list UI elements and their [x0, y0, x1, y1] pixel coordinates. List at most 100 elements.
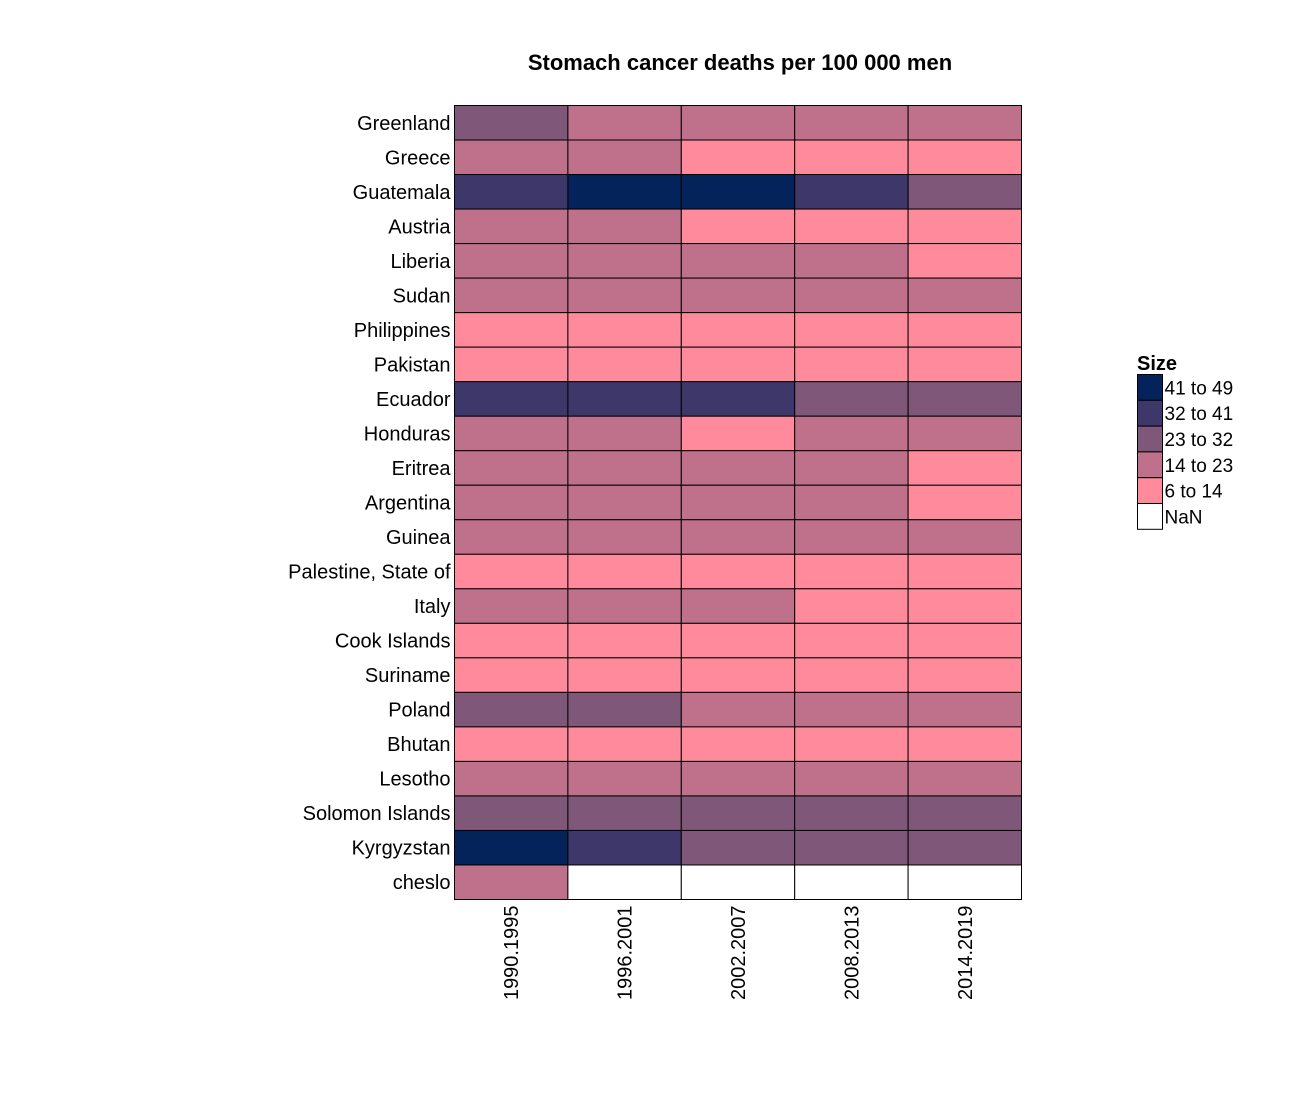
heatmap-cell — [567, 174, 682, 210]
heatmap-cell — [454, 208, 569, 245]
row-label: Suriname — [365, 665, 451, 687]
heatmap-cell — [680, 105, 796, 141]
heatmap-cell — [680, 139, 796, 176]
heatmap-cell — [454, 519, 569, 555]
legend-swatch — [1137, 374, 1163, 401]
heatmap-cell — [794, 243, 909, 279]
heatmap-cell — [680, 691, 796, 728]
heatmap-cell — [567, 277, 682, 314]
heatmap-cell — [567, 346, 682, 383]
legend-swatch — [1137, 399, 1163, 427]
heatmap-cell — [567, 415, 682, 452]
column-label: 2014.2019 — [955, 906, 977, 1001]
row-label: Eritrea — [392, 458, 452, 480]
heatmap-cell — [567, 657, 682, 693]
heatmap-cell — [680, 553, 796, 590]
row-label: Lesotho — [379, 769, 450, 791]
heatmap-cell — [454, 691, 569, 728]
heatmap-cell — [907, 139, 1022, 176]
row-label: Solomon Islands — [303, 803, 451, 825]
heatmap-cell — [567, 450, 682, 486]
heatmap-cell — [907, 208, 1022, 245]
heatmap-cell — [907, 346, 1022, 383]
heatmap-cell — [680, 381, 796, 417]
heatmap-cell — [567, 519, 682, 555]
heatmap-cell — [567, 208, 682, 245]
heatmap-cell — [567, 622, 682, 659]
heatmap-cell — [454, 657, 569, 693]
row-label: cheslo — [393, 872, 451, 894]
heatmap-cell — [454, 139, 569, 176]
heatmap-cell — [680, 519, 796, 555]
heatmap-cell — [794, 657, 909, 693]
row-label: Honduras — [364, 423, 451, 445]
row-label: Guinea — [386, 527, 451, 549]
row-label: Philippines — [354, 320, 451, 342]
heatmap-cell — [680, 243, 796, 279]
legend-label: NaN — [1165, 507, 1203, 528]
heatmap-cell — [680, 657, 796, 693]
heatmap-cell — [454, 277, 569, 314]
heatmap-cell — [907, 484, 1022, 521]
heatmap-cell — [794, 726, 909, 762]
row-label: Ecuador — [376, 389, 451, 411]
row-labels: Greenland Greece Guatemala Austria Liberia Su… — [288, 113, 451, 894]
legend-swatch — [1137, 503, 1163, 530]
row-label: Liberia — [390, 251, 451, 273]
heatmap-cell — [907, 691, 1022, 728]
row-label: Italy — [414, 596, 451, 618]
heatmap-cell — [907, 243, 1022, 279]
heatmap-cell — [454, 105, 569, 141]
heatmap-cell — [454, 829, 569, 866]
heatmap-cell — [454, 415, 569, 452]
column-label: 2008.2013 — [841, 906, 863, 1001]
heatmap-cell — [794, 622, 909, 659]
heatmap-cell — [567, 795, 682, 831]
heatmap-cell — [907, 726, 1022, 762]
heatmap-cell — [794, 760, 909, 797]
row-label: Argentina — [365, 493, 451, 515]
row-label: Greece — [385, 147, 451, 169]
heatmap-cell — [454, 795, 569, 831]
heatmap-cell — [454, 312, 569, 348]
heatmap-cell — [907, 829, 1022, 866]
heatmap-cell — [454, 553, 569, 590]
heatmap-cell — [454, 760, 569, 797]
heatmap-cell — [567, 829, 682, 866]
legend-label: 6 to 14 — [1165, 482, 1224, 503]
legend-label: 41 to 49 — [1165, 378, 1234, 399]
column-label: 1990.1995 — [501, 906, 523, 1001]
heatmap-cell — [680, 795, 796, 831]
heatmap-cell — [794, 588, 909, 624]
row-label: Pakistan — [374, 354, 451, 376]
heatmap-cell — [907, 277, 1022, 314]
heatmap-cells — [454, 105, 1022, 901]
heatmap-cell — [907, 105, 1022, 141]
heatmap-cell — [794, 346, 909, 383]
heatmap-cell — [907, 760, 1022, 797]
heatmap-cell — [680, 726, 796, 762]
legend: Size 41 to 49 32 to 41 23 to 32 14 to 23 6 t… — [1137, 353, 1234, 530]
heatmap-cell — [907, 795, 1022, 831]
heatmap-cell — [680, 588, 796, 624]
heatmap-cell — [680, 622, 796, 659]
heatmap-cell — [454, 174, 569, 210]
heatmap-cell — [907, 622, 1022, 659]
legend-label: 32 to 41 — [1165, 404, 1234, 425]
heatmap-cell — [794, 312, 909, 348]
heatmap-cell — [567, 243, 682, 279]
column-label: 1996.2001 — [615, 906, 637, 1001]
heatmap-cell — [454, 864, 569, 901]
heatmap-cell — [907, 415, 1022, 452]
heatmap-cell — [907, 312, 1022, 348]
heatmap-cell — [907, 174, 1022, 210]
heatmap-cell — [454, 484, 569, 521]
heatmap-cell — [794, 795, 909, 831]
heatmap-cell — [680, 864, 796, 901]
heatmap-cell — [794, 105, 909, 141]
heatmap-cell — [567, 760, 682, 797]
legend-label: 23 to 32 — [1165, 430, 1234, 451]
row-label: Guatemala — [353, 182, 452, 204]
heatmap-cell — [567, 484, 682, 521]
